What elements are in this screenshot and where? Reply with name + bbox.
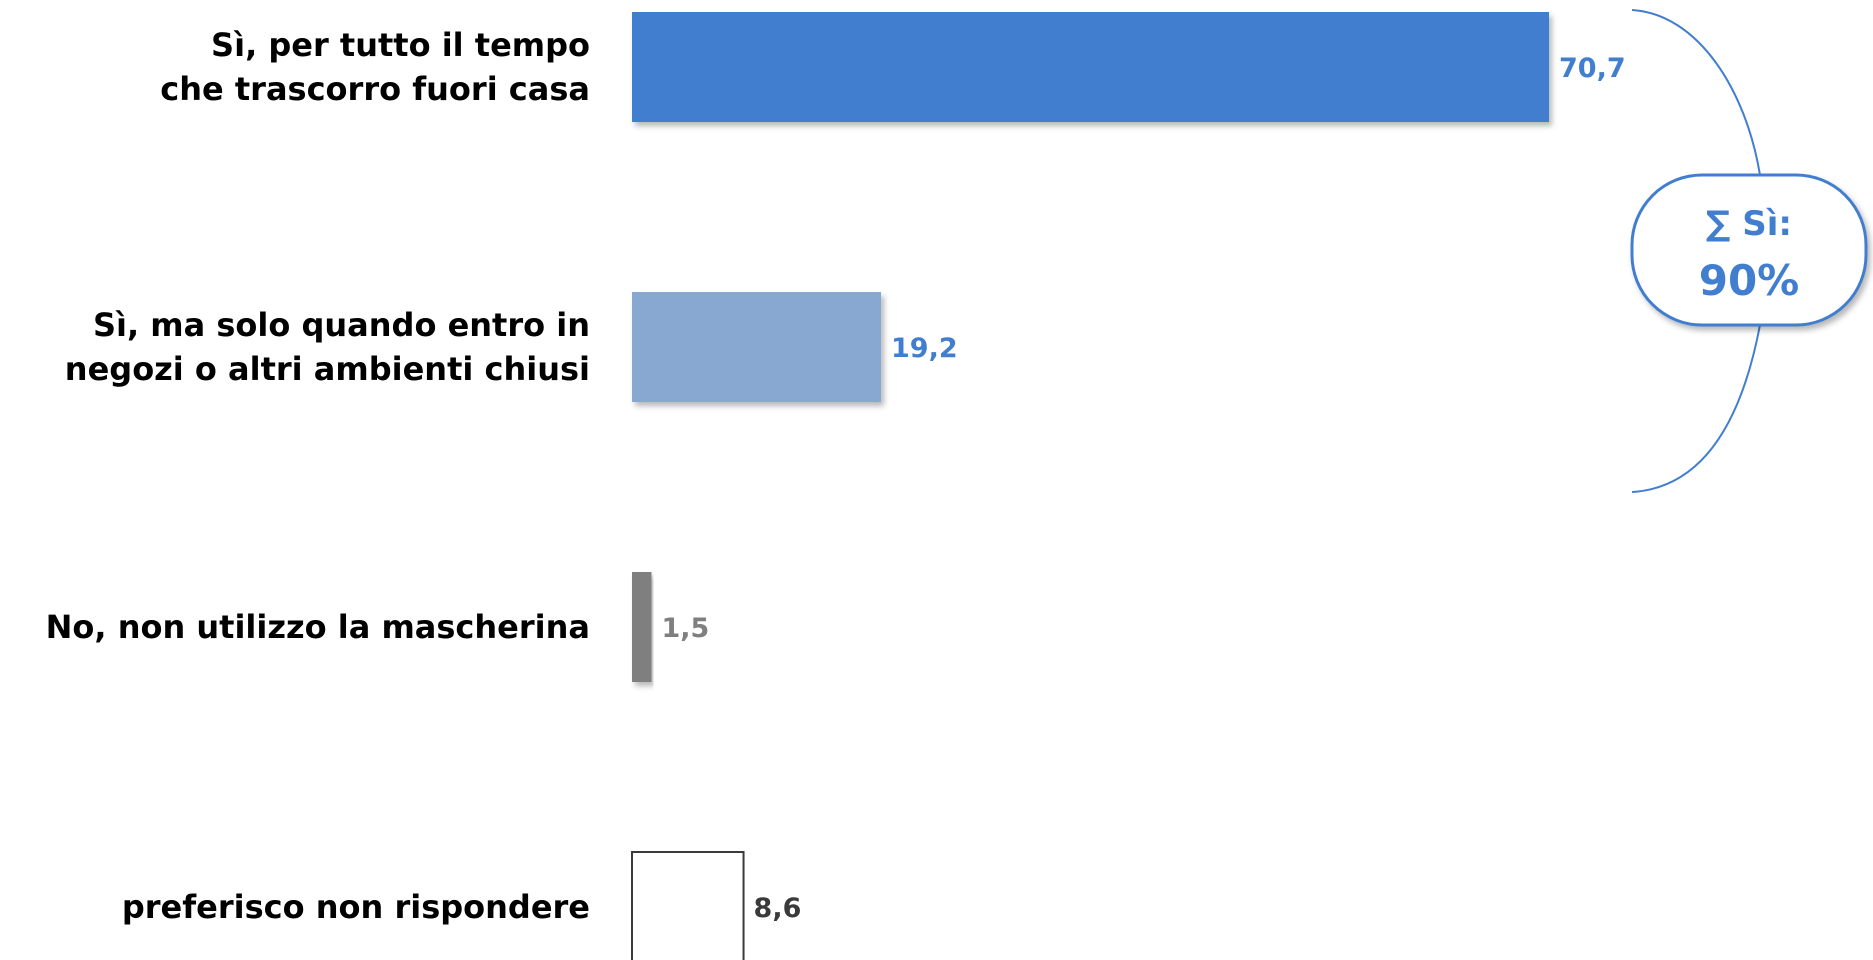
- bar-1: [632, 292, 882, 402]
- sum-badge-value: 90%: [1699, 256, 1800, 305]
- value-label-2: 1,5: [661, 613, 709, 644]
- bar-0: [632, 12, 1549, 122]
- sum-badge: [1630, 173, 1868, 327]
- value-label-1: 19,2: [891, 333, 958, 364]
- category-labels: Sì, per tutto il tempo che trascorro fuor…: [46, 26, 590, 926]
- bar-2: [632, 572, 652, 682]
- sum-badge-label: ∑ Sì:: [1706, 204, 1792, 244]
- category-label-1: Sì, ma solo quando entro in negozi o altr…: [65, 306, 590, 388]
- category-label-0: Sì, per tutto il tempo che trascorro fuor…: [160, 26, 590, 108]
- bars-group: [631, 12, 1549, 960]
- value-label-3: 8,6: [754, 893, 802, 924]
- category-label-3: preferisco non rispondere: [122, 888, 590, 926]
- category-label-2: No, non utilizzo la mascherina: [46, 608, 590, 646]
- bracket-line: [1631, 9, 1761, 493]
- value-labels: 70,7 19,2 1,5 8,6: [661, 53, 1625, 924]
- value-label-0: 70,7: [1559, 53, 1626, 84]
- bar-3: [631, 851, 745, 960]
